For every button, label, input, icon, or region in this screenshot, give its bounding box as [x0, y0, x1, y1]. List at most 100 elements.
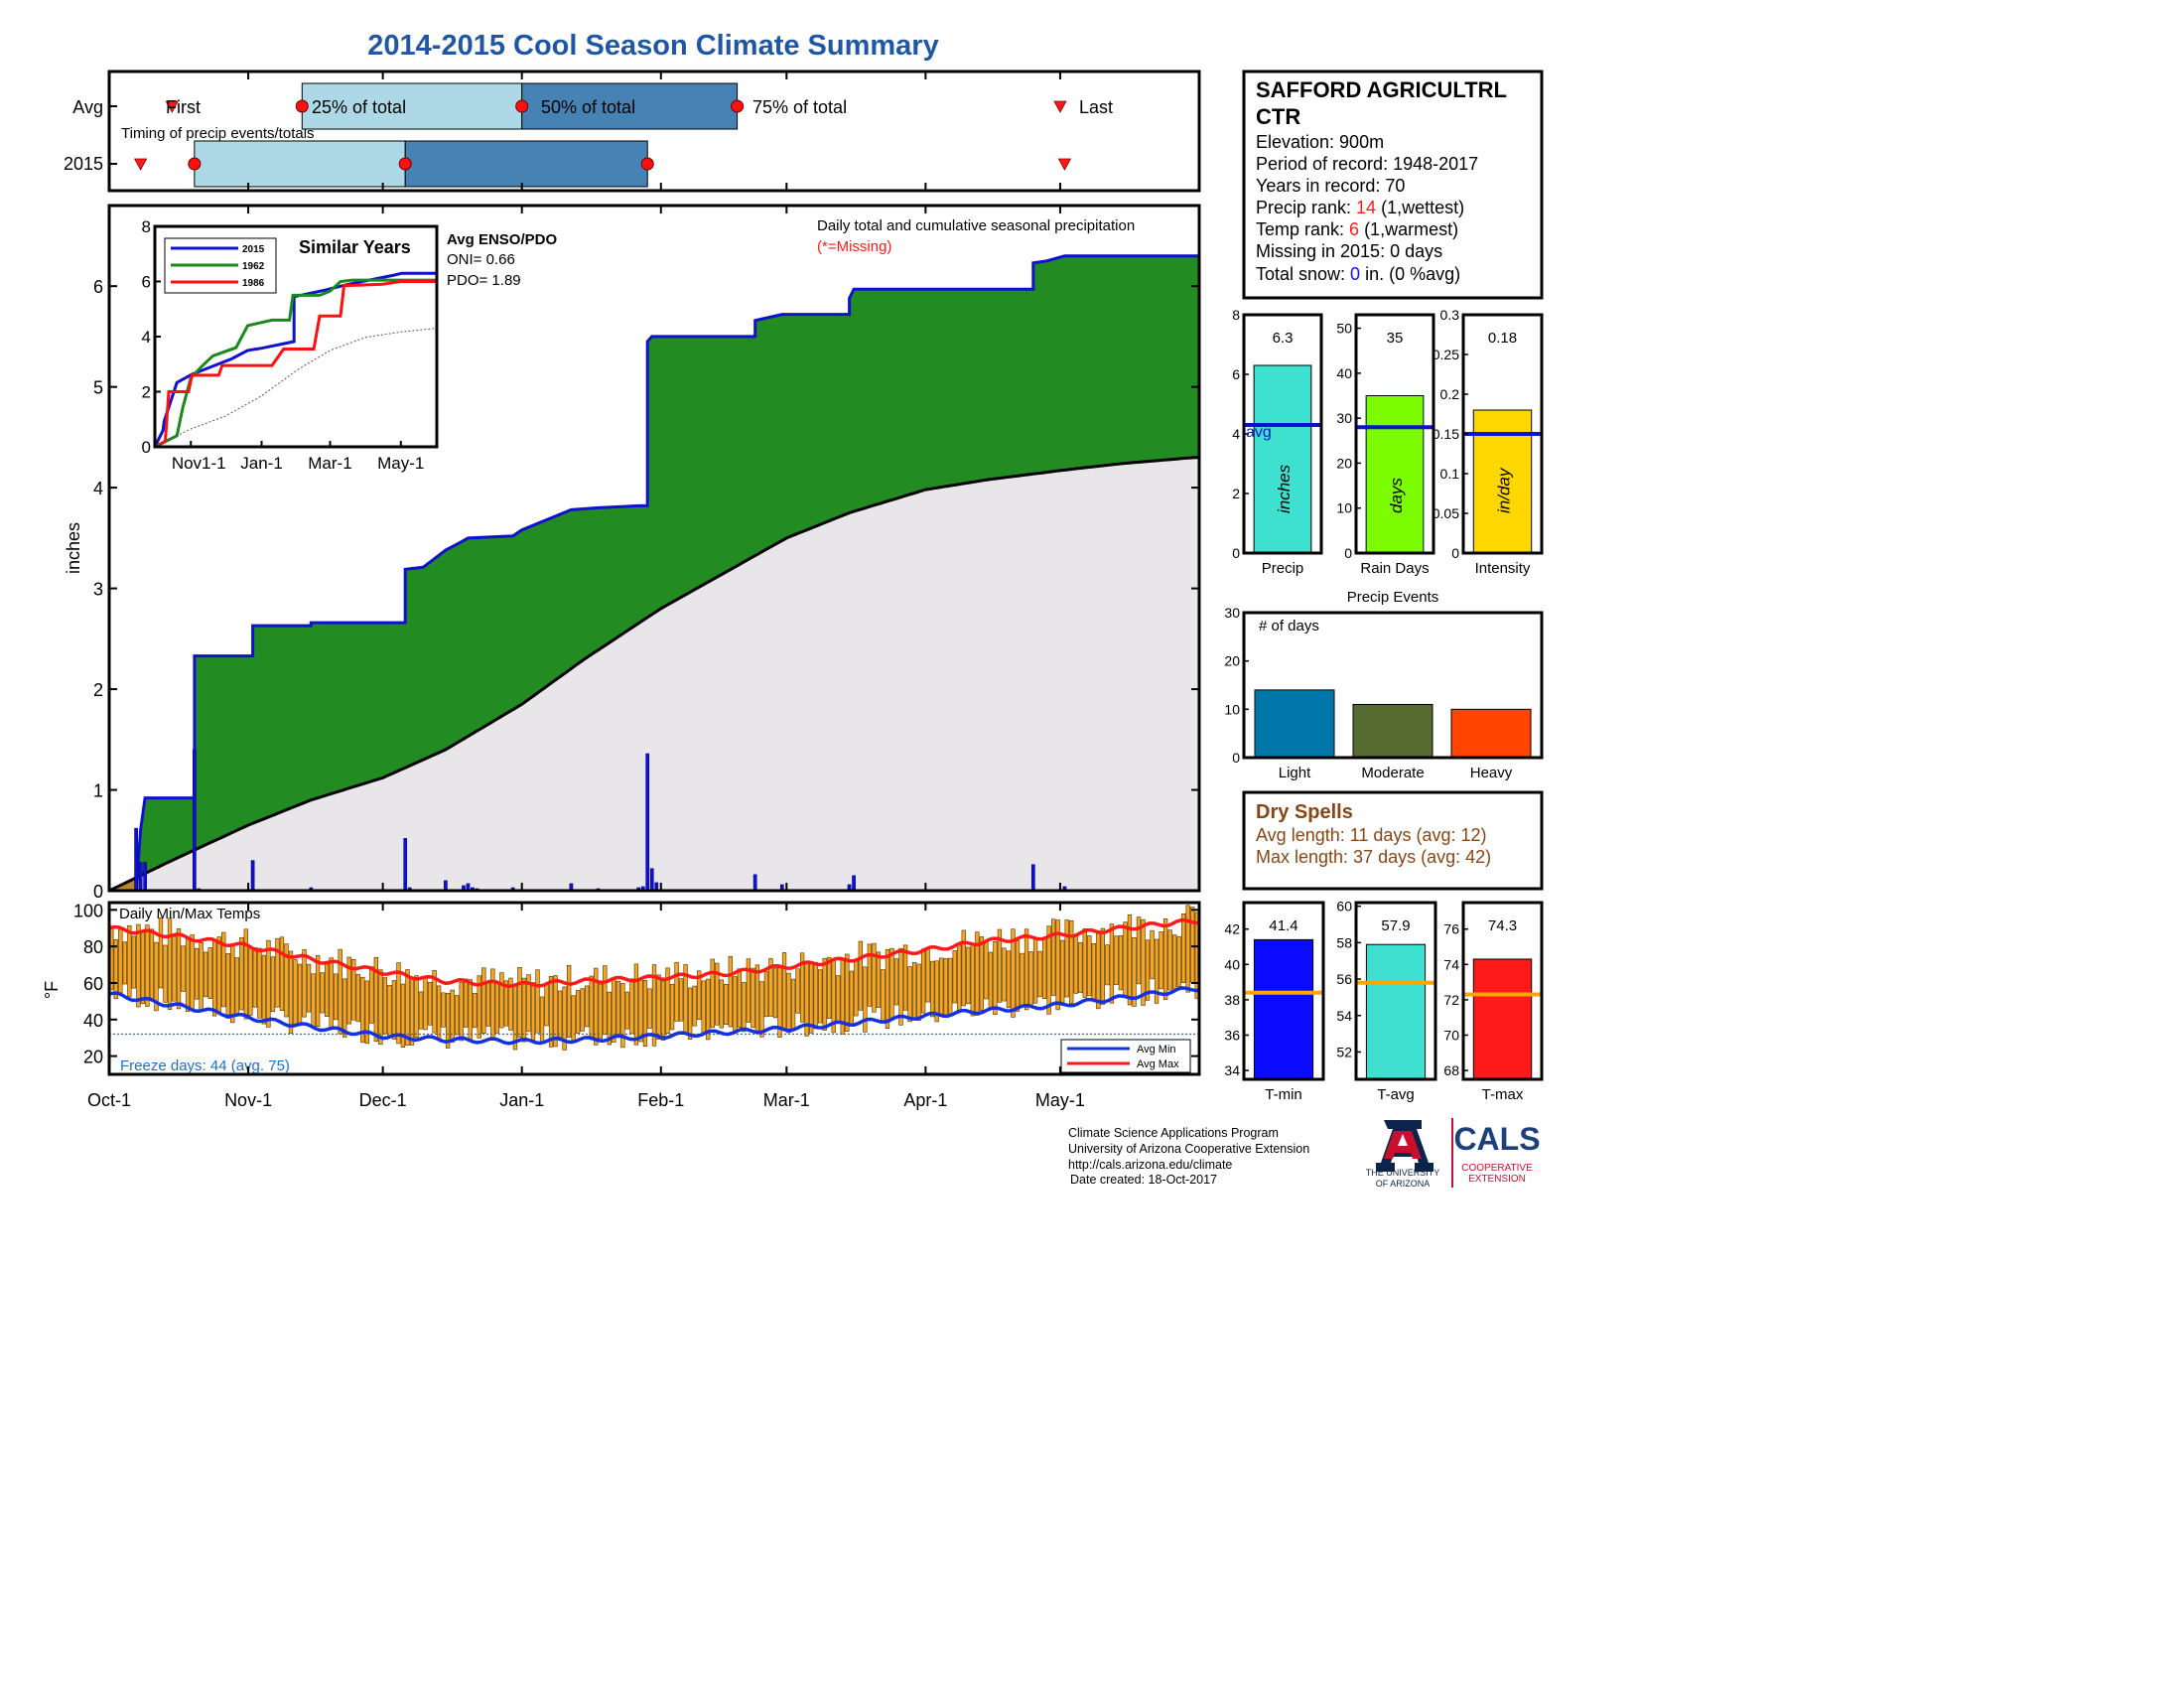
daily-precip-bar — [649, 868, 654, 892]
oni-value: ONI= 0.66 — [447, 251, 515, 268]
daily-temp-bar — [230, 943, 235, 1024]
daily-temp-bar — [1185, 905, 1190, 993]
daily-temp-bar — [988, 951, 994, 1009]
daily-temp-bar — [656, 974, 661, 1040]
daily-temp-bar — [1145, 939, 1151, 1001]
daily-temp-bar — [692, 985, 697, 1027]
daily-temp-bar — [706, 978, 711, 1041]
daily-temp-bar — [221, 931, 226, 1008]
temp-rank-value: 6 — [1349, 219, 1359, 239]
timing-box-25-50 — [194, 140, 406, 188]
daily-temp-bar — [876, 951, 882, 1008]
daily-precip-bar — [645, 753, 650, 892]
daily-temp-bar — [216, 936, 221, 1013]
daily-temp-bar — [984, 940, 989, 1000]
daily-temp-bar — [181, 945, 186, 992]
precip-rank-value: 14 — [1356, 198, 1376, 217]
daily-temp-bar — [638, 979, 643, 1043]
university-of-arizona-logo: THE UNIVERSITY OF ARIZONA — [1366, 1120, 1439, 1189]
daily-temp-bar — [1105, 944, 1110, 986]
dry-spells-avg: Avg length: 11 days (avg: 12) — [1256, 825, 1486, 845]
daily-temp-bar — [1127, 914, 1133, 1006]
daily-temp-bar — [885, 948, 890, 1029]
temp-y-tick-label: 100 — [73, 901, 103, 920]
daily-temp-bar — [889, 947, 894, 1021]
freeze-days-text: Freeze days: 44 (avg. 75) — [120, 1057, 290, 1074]
tick-label: 0.05 — [1433, 505, 1459, 521]
daily-temp-bar — [548, 976, 554, 1048]
daily-precip-bar — [403, 837, 408, 892]
precip-events-title: Precip Events — [1347, 589, 1439, 606]
main-plot-area — [108, 254, 1200, 893]
tick-label: 30 — [1224, 605, 1240, 621]
main-y-ticks: 0 1 2 3 4 5 6 — [93, 277, 1199, 902]
daily-temp-bar — [557, 990, 563, 1038]
daily-temp-bar — [746, 958, 751, 1023]
event-bar-Moderate — [1352, 703, 1433, 759]
daily-temp-bar — [858, 940, 864, 1011]
x-tick-label: Oct-1 — [87, 1090, 131, 1110]
timing-first-marker — [133, 158, 148, 171]
timing-last-marker — [1053, 100, 1067, 113]
x-tick-label: Nov-1 — [224, 1090, 272, 1110]
daily-temp-bar — [203, 951, 208, 998]
cals-coop-text: COOPERATIVE EXTENSION — [1461, 1163, 1533, 1185]
tick-label: 0.2 — [1440, 386, 1460, 402]
tick-label: 38 — [1224, 992, 1240, 1008]
tick-label: 0 — [1232, 545, 1240, 561]
climate-summary-figure: 2014-2015 Cool Season Climate Summary Av… — [42, 30, 1544, 1189]
daily-temp-bar — [481, 967, 486, 1035]
snow-value: 0 — [1350, 264, 1360, 284]
daily-temp-bar — [678, 978, 684, 1022]
tick-label: 10 — [1224, 701, 1240, 717]
daily-temp-bar — [154, 941, 159, 1012]
daily-temp-bar — [1041, 936, 1047, 999]
event-label-Moderate: Moderate — [1361, 765, 1424, 781]
x-tick-label: May-1 — [1035, 1090, 1085, 1110]
daily-temp-bar — [881, 969, 886, 1024]
value-label-Intensity: 0.18 — [1488, 330, 1517, 347]
timing-box-25-50 — [301, 82, 523, 130]
daily-temp-bar — [737, 968, 743, 1028]
daily-temp-bar — [742, 982, 747, 1033]
temp-y-tick-label: 20 — [83, 1048, 103, 1067]
daily-temp-bar — [1109, 923, 1115, 1004]
daily-temp-bar — [1100, 927, 1106, 1005]
daily-temp-bar — [580, 988, 585, 1032]
dry-spells-max: Max length: 37 days (avg: 42) — [1256, 847, 1491, 867]
daily-temp-bar — [1132, 937, 1137, 1007]
timing-first-marker — [165, 100, 179, 113]
daily-temp-bar — [400, 983, 406, 1048]
pdo-value: PDO= 1.89 — [447, 272, 521, 289]
daily-temp-bar — [464, 978, 469, 1028]
daily-temp-bar — [252, 947, 258, 1008]
temp-y-ticks: 20 40 60 80 100 — [73, 901, 1199, 1067]
station-years: Years in record: 70 — [1256, 176, 1405, 196]
temp-y-tick-label: 80 — [83, 937, 103, 957]
main-ylabel: inches — [64, 522, 83, 574]
daily-temp-bar — [948, 957, 953, 1015]
daily-temp-bar — [772, 967, 778, 1019]
daily-temp-bar — [311, 973, 316, 1029]
daily-temp-bar — [293, 959, 298, 1026]
daily-temp-bar — [239, 936, 244, 1011]
daily-temp-bar — [781, 952, 787, 1031]
daily-temp-bar — [615, 980, 621, 1036]
daily-temp-bar — [916, 963, 921, 1021]
daily-temp-bar — [1020, 952, 1024, 1008]
footer: Climate Science Applications Program Uni… — [1068, 1118, 1541, 1189]
daily-precip-bar — [134, 827, 138, 892]
daily-temp-bar — [898, 947, 903, 1026]
tick-label: 30 — [1336, 410, 1352, 426]
y-tick-label: 6 — [93, 277, 103, 297]
event-bar-Light — [1254, 689, 1335, 759]
y-tick-label: 4 — [93, 479, 103, 498]
daily-temp-bar — [270, 956, 276, 1013]
tick-label: 0 — [1344, 545, 1352, 561]
daily-temp-bar — [728, 956, 733, 1028]
daily-temp-bar — [172, 935, 177, 1002]
daily-temp-bar — [1118, 934, 1124, 991]
value-label-Rain Days: 35 — [1387, 330, 1404, 347]
bar-T-max — [1472, 958, 1533, 1080]
inset-x-tick-label: May-1 — [377, 454, 424, 473]
